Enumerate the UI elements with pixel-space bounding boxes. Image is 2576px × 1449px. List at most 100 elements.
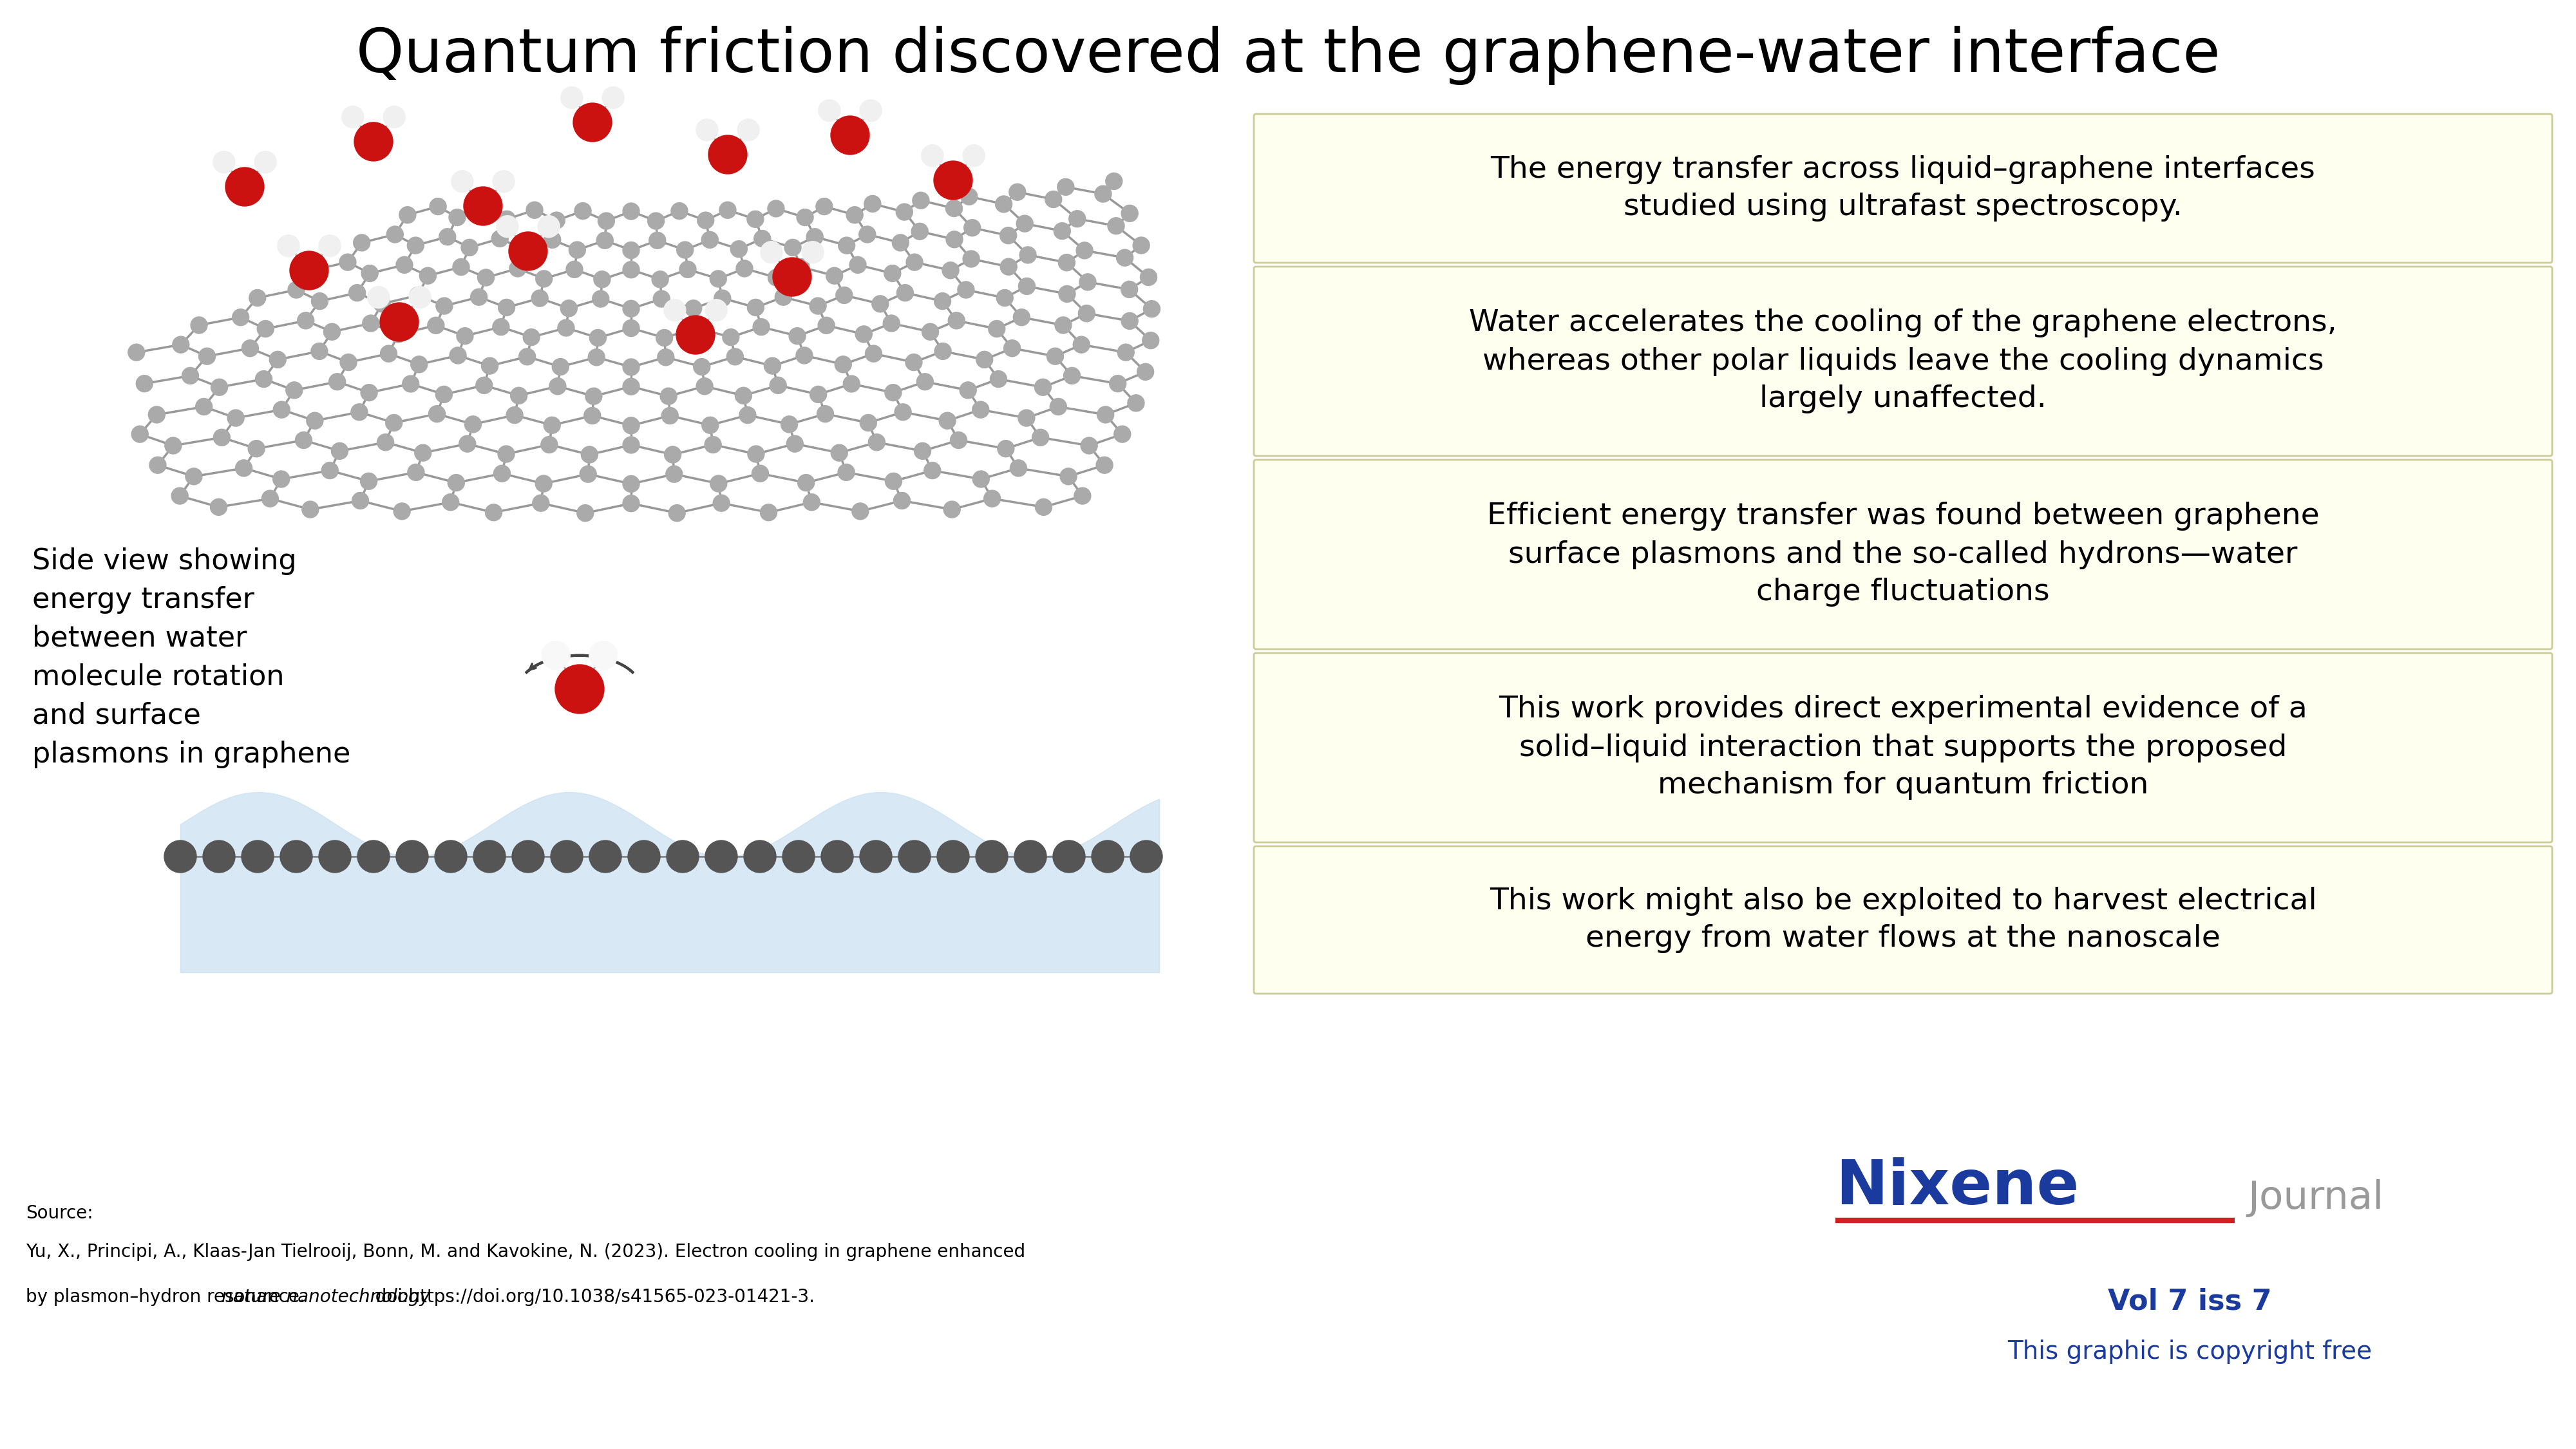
FancyBboxPatch shape bbox=[1255, 459, 2553, 649]
Circle shape bbox=[819, 317, 835, 333]
Circle shape bbox=[1092, 840, 1123, 872]
Circle shape bbox=[435, 297, 453, 314]
Circle shape bbox=[1108, 217, 1126, 235]
Circle shape bbox=[211, 378, 227, 396]
Circle shape bbox=[711, 475, 726, 493]
Circle shape bbox=[765, 358, 781, 374]
Circle shape bbox=[997, 440, 1015, 456]
Circle shape bbox=[1121, 204, 1139, 222]
Circle shape bbox=[513, 840, 544, 872]
Circle shape bbox=[536, 271, 551, 287]
Circle shape bbox=[623, 378, 639, 396]
Circle shape bbox=[410, 287, 430, 309]
Circle shape bbox=[322, 462, 337, 478]
Circle shape bbox=[708, 135, 747, 174]
Text: The energy transfer across liquid–graphene interfaces
studied using ultrafast sp: The energy transfer across liquid–graphe… bbox=[1492, 155, 2316, 222]
Circle shape bbox=[448, 474, 464, 491]
Circle shape bbox=[860, 100, 881, 122]
Circle shape bbox=[943, 262, 958, 278]
Circle shape bbox=[899, 840, 930, 872]
Circle shape bbox=[585, 388, 603, 404]
Circle shape bbox=[963, 219, 981, 236]
Circle shape bbox=[1036, 378, 1051, 396]
Circle shape bbox=[580, 465, 598, 483]
Circle shape bbox=[399, 207, 415, 223]
Circle shape bbox=[696, 378, 714, 394]
Circle shape bbox=[278, 235, 299, 256]
Circle shape bbox=[461, 239, 477, 256]
Circle shape bbox=[590, 840, 621, 872]
Circle shape bbox=[250, 290, 265, 306]
Circle shape bbox=[526, 201, 544, 219]
Circle shape bbox=[149, 456, 165, 474]
Circle shape bbox=[922, 323, 938, 341]
Circle shape bbox=[623, 475, 639, 493]
Circle shape bbox=[886, 472, 902, 490]
Circle shape bbox=[623, 436, 639, 454]
Circle shape bbox=[976, 840, 1007, 872]
Circle shape bbox=[381, 303, 417, 342]
Circle shape bbox=[1097, 406, 1113, 423]
Circle shape bbox=[232, 309, 250, 326]
Circle shape bbox=[286, 383, 301, 398]
Circle shape bbox=[963, 145, 984, 167]
Circle shape bbox=[688, 319, 706, 336]
Circle shape bbox=[574, 203, 592, 219]
Circle shape bbox=[786, 239, 801, 256]
Circle shape bbox=[685, 300, 701, 317]
Circle shape bbox=[273, 401, 291, 419]
Circle shape bbox=[430, 199, 446, 214]
Circle shape bbox=[507, 407, 523, 423]
Circle shape bbox=[1141, 332, 1159, 349]
Circle shape bbox=[471, 288, 487, 306]
Circle shape bbox=[263, 490, 278, 507]
Circle shape bbox=[896, 203, 912, 220]
Circle shape bbox=[657, 329, 672, 346]
Circle shape bbox=[855, 326, 873, 342]
Circle shape bbox=[592, 290, 608, 307]
Circle shape bbox=[623, 261, 639, 278]
FancyBboxPatch shape bbox=[1255, 653, 2553, 842]
Circle shape bbox=[149, 406, 165, 423]
Circle shape bbox=[667, 840, 698, 872]
Circle shape bbox=[358, 840, 389, 872]
Circle shape bbox=[515, 241, 531, 258]
Circle shape bbox=[775, 288, 791, 306]
Circle shape bbox=[1074, 336, 1090, 354]
Circle shape bbox=[1010, 184, 1025, 200]
Circle shape bbox=[551, 358, 569, 375]
Circle shape bbox=[623, 242, 639, 258]
Circle shape bbox=[492, 171, 515, 193]
Circle shape bbox=[796, 209, 814, 226]
Circle shape bbox=[737, 119, 760, 141]
Circle shape bbox=[598, 232, 613, 249]
FancyBboxPatch shape bbox=[1255, 267, 2553, 456]
Circle shape bbox=[247, 440, 265, 456]
Circle shape bbox=[752, 465, 768, 483]
Circle shape bbox=[737, 261, 752, 277]
Circle shape bbox=[549, 378, 567, 394]
Circle shape bbox=[835, 287, 853, 304]
Circle shape bbox=[1121, 313, 1139, 329]
Circle shape bbox=[497, 216, 518, 238]
Circle shape bbox=[361, 384, 379, 401]
Circle shape bbox=[819, 100, 840, 122]
Circle shape bbox=[319, 840, 350, 872]
Circle shape bbox=[523, 329, 541, 345]
Circle shape bbox=[500, 210, 515, 227]
Circle shape bbox=[1069, 210, 1084, 227]
Circle shape bbox=[355, 122, 392, 161]
Circle shape bbox=[1136, 364, 1154, 380]
Circle shape bbox=[204, 840, 234, 872]
Circle shape bbox=[533, 494, 549, 511]
Circle shape bbox=[739, 407, 755, 423]
Circle shape bbox=[912, 223, 927, 239]
Circle shape bbox=[1046, 348, 1064, 365]
Circle shape bbox=[788, 327, 806, 345]
Circle shape bbox=[165, 438, 180, 454]
Circle shape bbox=[747, 298, 765, 316]
Circle shape bbox=[484, 504, 502, 520]
Circle shape bbox=[556, 319, 574, 336]
Circle shape bbox=[994, 196, 1012, 213]
Circle shape bbox=[662, 407, 677, 425]
